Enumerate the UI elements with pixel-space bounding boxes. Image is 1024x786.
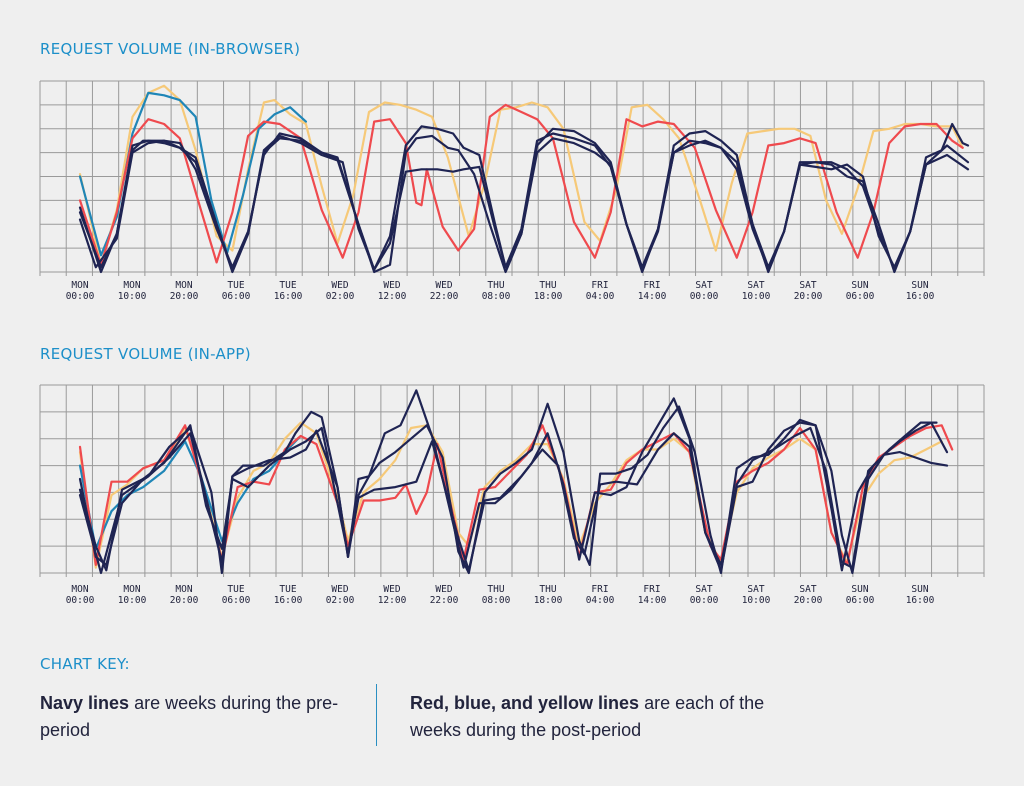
x-tick-label-time: 06:00 [846, 291, 875, 302]
x-tick-label-day: THU [487, 280, 504, 291]
x-tick-label-day: SUN [911, 280, 928, 291]
x-tick-label-day: MON [71, 280, 88, 291]
x-tick-label-day: WED [331, 584, 348, 595]
x-tick-label-time: 22:00 [430, 291, 459, 302]
x-tick-label-day: SAT [747, 584, 764, 595]
x-tick-label-time: 02:00 [326, 291, 355, 302]
x-tick-label-time: 16:00 [274, 595, 303, 606]
x-tick-label-time: 06:00 [222, 291, 251, 302]
key-navy-description: Navy lines are weeks during the pre-peri… [40, 690, 350, 744]
x-tick-label-time: 04:00 [586, 291, 615, 302]
key-navy-rest: are weeks during the pre-period [40, 693, 339, 740]
x-tick-label-day: THU [487, 584, 504, 595]
chart-key-title: CHART KEY: [40, 655, 130, 673]
series-group [78, 84, 970, 274]
x-tick-label-time: 14:00 [638, 595, 667, 606]
x-tick-label-day: SAT [695, 280, 712, 291]
x-tick-label-time: 14:00 [638, 291, 667, 302]
x-tick-label-day: WED [383, 280, 400, 291]
x-tick-label-time: 00:00 [690, 595, 719, 606]
x-tick-label-day: SAT [799, 280, 816, 291]
key-post-description: Red, blue, and yellow lines are each of … [410, 690, 770, 744]
x-tick-label-time: 20:00 [794, 595, 823, 606]
x-tick-label-time: 10:00 [118, 595, 147, 606]
x-tick-label-day: THU [539, 584, 556, 595]
key-navy-bold: Navy lines [40, 693, 130, 713]
key-post-rest: are each of the weeks during the post-pe… [410, 693, 765, 740]
x-tick-label-time: 12:00 [378, 291, 407, 302]
x-tick-label-day: MON [175, 584, 192, 595]
x-tick-label-time: 10:00 [118, 291, 147, 302]
x-tick-label-time: 06:00 [222, 595, 251, 606]
x-tick-label-time: 08:00 [482, 291, 511, 302]
series-line-navy [78, 389, 938, 575]
series-line-navy [78, 122, 970, 271]
x-tick-label-time: 20:00 [170, 291, 199, 302]
x-tick-label-day: MON [123, 280, 140, 291]
x-tick-label-day: TUE [227, 584, 244, 595]
x-tick-label-time: 00:00 [66, 291, 95, 302]
x-tick-label-day: SAT [747, 280, 764, 291]
chart-title-in-browser: REQUEST VOLUME (IN-BROWSER) [40, 40, 301, 58]
x-tick-label-day: WED [435, 280, 452, 291]
x-tick-label-time: 06:00 [846, 595, 875, 606]
x-tick-label-day: WED [435, 584, 452, 595]
x-tick-label-day: FRI [591, 584, 608, 595]
chart-title-in-app: REQUEST VOLUME (IN-APP) [40, 345, 251, 363]
x-tick-label-time: 20:00 [170, 595, 199, 606]
series-line-yellow [78, 421, 943, 569]
chart-in-browser: MON00:00MON10:00MON20:00TUE06:00TUE16:00… [39, 80, 985, 302]
x-tick-label-time: 04:00 [586, 595, 615, 606]
series-line-yellow [78, 84, 964, 266]
x-tick-label-time: 10:00 [742, 595, 771, 606]
series-line-red [78, 103, 964, 266]
series-line-blue [78, 434, 302, 550]
x-tick-label-day: THU [539, 280, 556, 291]
x-tick-label-day: FRI [643, 280, 660, 291]
x-tick-label-time: 20:00 [794, 291, 823, 302]
x-tick-label-time: 02:00 [326, 595, 355, 606]
x-tick-label-day: FRI [591, 280, 608, 291]
series-line-navy [78, 125, 970, 271]
x-tick-label-day: SAT [695, 584, 712, 595]
x-tick-label-day: SUN [911, 584, 928, 595]
x-tick-label-day: FRI [643, 584, 660, 595]
x-tick-label-day: SUN [851, 280, 868, 291]
x-tick-label-day: SAT [799, 584, 816, 595]
series-line-navy [78, 402, 949, 575]
x-tick-label-time: 00:00 [690, 291, 719, 302]
x-tick-label-time: 16:00 [906, 291, 935, 302]
x-tick-label-day: WED [331, 280, 348, 291]
x-tick-label-time: 22:00 [430, 595, 459, 606]
series-line-navy [78, 421, 949, 572]
x-tick-label-time: 10:00 [742, 291, 771, 302]
chart-in-app: MON00:00MON10:00MON20:00TUE06:00TUE16:00… [39, 384, 985, 606]
x-tick-label-day: SUN [851, 584, 868, 595]
x-tick-label-day: MON [175, 280, 192, 291]
x-tick-label-time: 12:00 [378, 595, 407, 606]
grid [39, 384, 985, 577]
x-tick-label-day: MON [123, 584, 140, 595]
x-tick-label-day: WED [383, 584, 400, 595]
x-tick-label-time: 16:00 [274, 291, 303, 302]
series-group [78, 389, 954, 575]
x-tick-labels: MON00:00MON10:00MON20:00TUE06:00TUE16:00… [66, 280, 935, 302]
x-tick-label-time: 00:00 [66, 595, 95, 606]
x-tick-label-time: 08:00 [482, 595, 511, 606]
x-tick-label-day: TUE [279, 584, 296, 595]
x-tick-label-time: 16:00 [906, 595, 935, 606]
key-post-bold: Red, blue, and yellow lines [410, 693, 640, 713]
x-tick-label-day: TUE [279, 280, 296, 291]
x-tick-label-time: 18:00 [534, 595, 563, 606]
x-tick-label-time: 18:00 [534, 291, 563, 302]
x-tick-label-day: MON [71, 584, 88, 595]
key-divider [376, 684, 377, 746]
x-tick-labels: MON00:00MON10:00MON20:00TUE06:00TUE16:00… [66, 584, 935, 606]
x-tick-label-day: TUE [227, 280, 244, 291]
